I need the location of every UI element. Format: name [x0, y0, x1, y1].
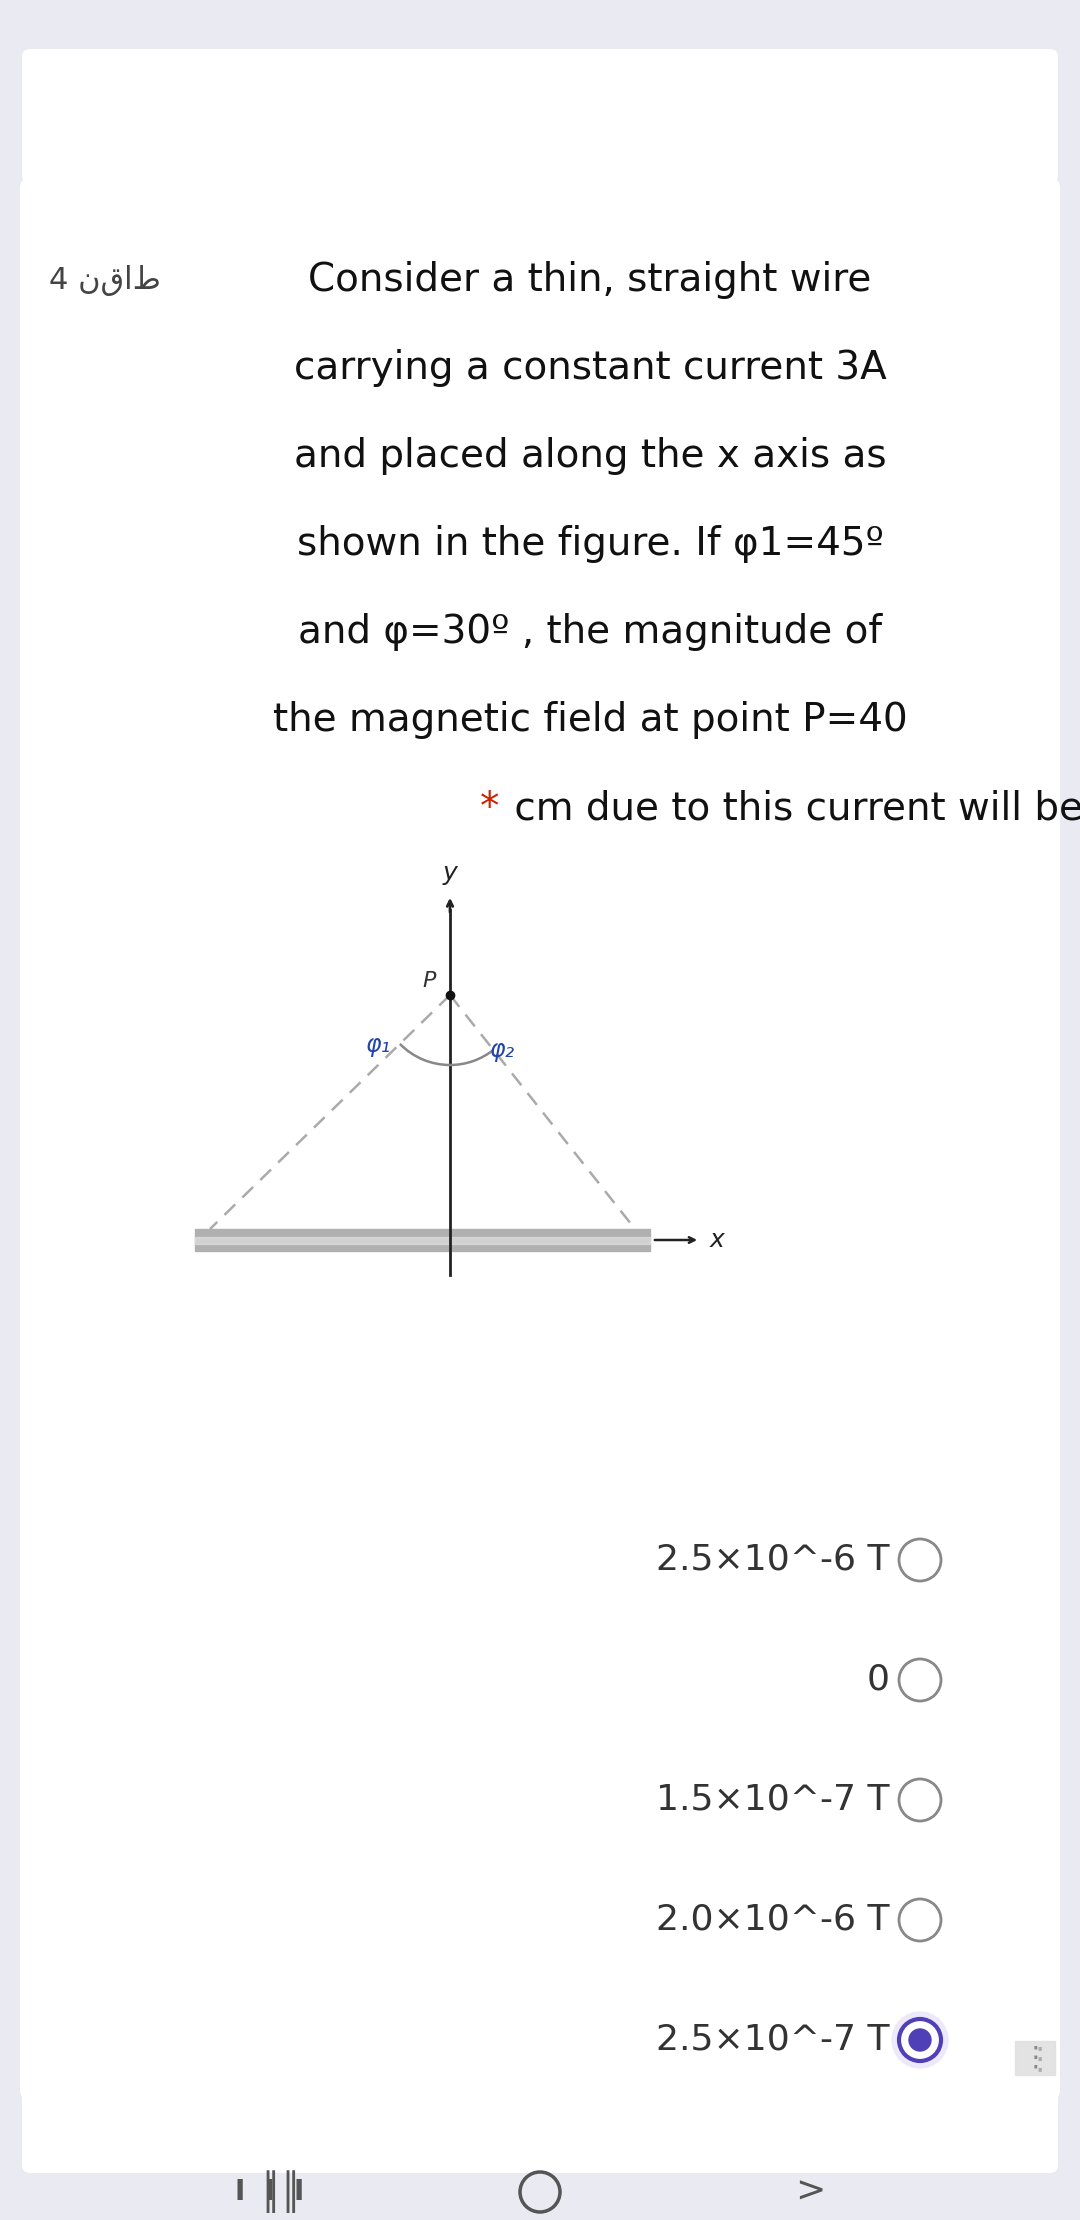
Text: carrying a constant current 3A: carrying a constant current 3A: [294, 349, 887, 386]
Text: 2.5×10^-6 T: 2.5×10^-6 T: [657, 1543, 890, 1576]
Text: 4 نقاط: 4 نقاط: [49, 264, 161, 295]
Text: 0: 0: [867, 1663, 890, 1696]
Text: ⋮: ⋮: [1025, 2045, 1055, 2073]
Bar: [195, 1237, 650, 1243]
Text: and placed along the x axis as: and placed along the x axis as: [294, 437, 887, 475]
Text: 2.5×10^-7 T: 2.5×10^-7 T: [657, 2022, 890, 2058]
Bar: [195, 1230, 650, 1252]
FancyBboxPatch shape: [22, 49, 1058, 182]
Text: *: *: [480, 788, 499, 828]
Text: cm due to this current will be: cm due to this current will be: [502, 788, 1080, 828]
Text: y: y: [443, 861, 457, 886]
Text: ⋮: ⋮: [1021, 2045, 1049, 2071]
Circle shape: [909, 2029, 931, 2051]
FancyBboxPatch shape: [22, 2091, 1058, 2173]
Text: the magnetic field at point P=40: the magnetic field at point P=40: [272, 702, 907, 739]
Text: I  I  I: I I I: [235, 2178, 305, 2207]
Text: Consider a thin, straight wire: Consider a thin, straight wire: [308, 262, 872, 300]
Text: and φ=30º , the magnitude of: and φ=30º , the magnitude of: [298, 613, 882, 650]
FancyBboxPatch shape: [21, 178, 1059, 2100]
Text: >: >: [795, 2176, 825, 2209]
Text: 1.5×10^-7 T: 1.5×10^-7 T: [657, 1783, 890, 1816]
Text: x: x: [710, 1228, 725, 1252]
Text: ║: ║: [259, 2171, 281, 2213]
Text: φ₂: φ₂: [489, 1039, 514, 1061]
Text: P: P: [422, 970, 436, 990]
Text: shown in the figure. If φ1=45º: shown in the figure. If φ1=45º: [297, 524, 883, 564]
Text: φ₁: φ₁: [365, 1032, 391, 1057]
Text: ║: ║: [279, 2171, 301, 2213]
Circle shape: [892, 2011, 948, 2069]
Text: 2.0×10^-6 T: 2.0×10^-6 T: [657, 1903, 890, 1938]
Bar: [1015, 2040, 1055, 2076]
Circle shape: [899, 2018, 941, 2060]
